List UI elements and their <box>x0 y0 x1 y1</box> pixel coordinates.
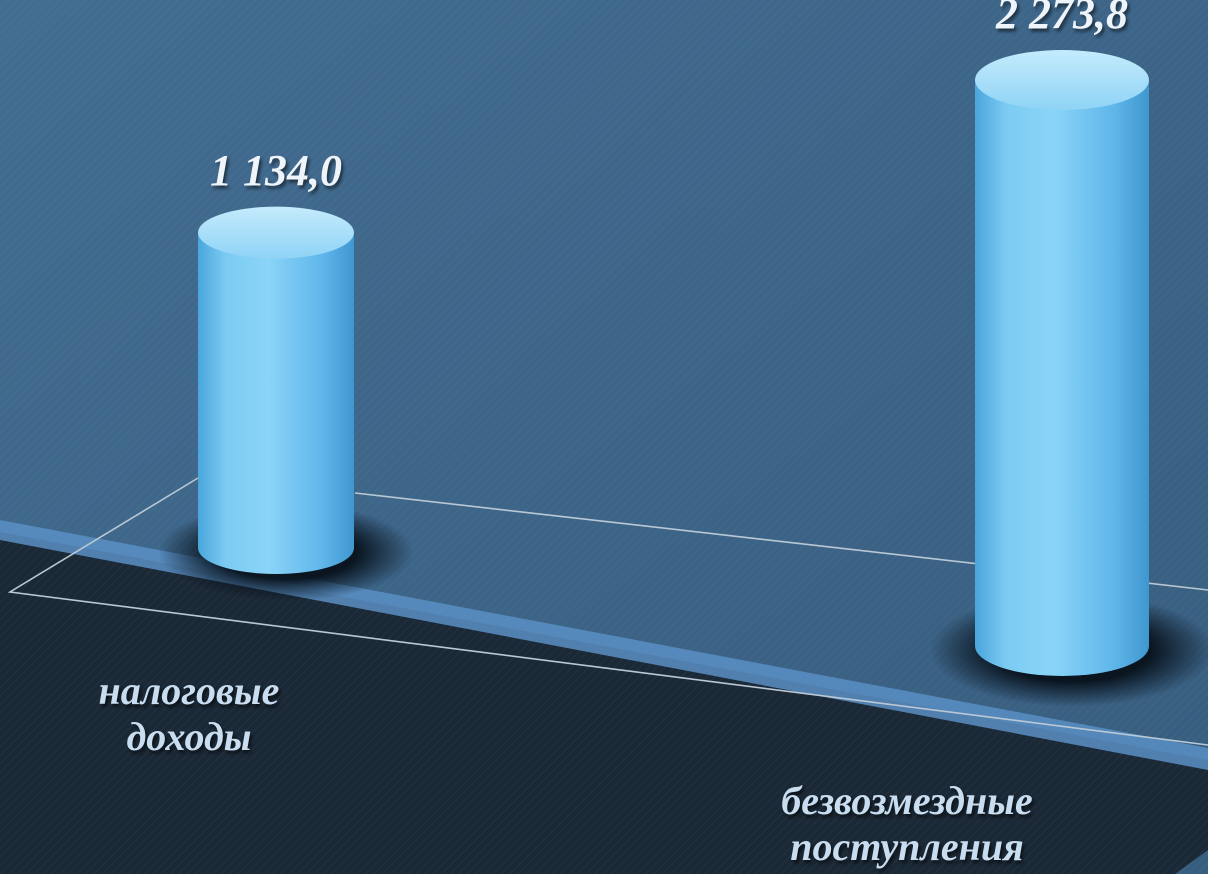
bar-1 <box>975 80 1149 676</box>
bar-top-0 <box>198 206 354 259</box>
category-label-1-line-1: безвозмездные <box>781 778 1033 823</box>
dark-wedge <box>0 532 1208 874</box>
bar-0 <box>198 232 354 574</box>
category-label-1: безвозмездные поступления <box>727 778 1087 870</box>
data-label-0: 1 134,0 <box>210 145 342 195</box>
bars-group <box>158 50 1208 707</box>
bar-top-1 <box>975 50 1149 110</box>
floor-outline <box>7 477 1208 746</box>
data-label-1: 2 273,8 <box>996 0 1128 38</box>
category-label-0-line-2: доходы <box>126 714 252 759</box>
category-label-0: налоговые доходы <box>9 668 369 760</box>
category-label-0-line-1: налоговые <box>98 668 280 713</box>
category-label-1-line-2: поступления <box>790 824 1024 869</box>
